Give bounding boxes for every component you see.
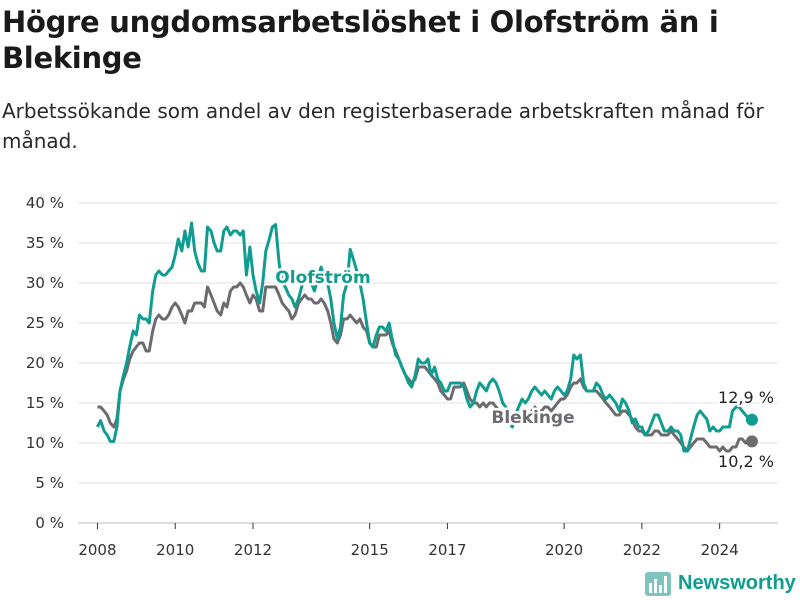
page-title: Högre ungdomsarbetslöshet i Olofström än… (2, 5, 719, 75)
y-tick-label: 5 % (35, 474, 64, 492)
end-value-label: 10,2 % (718, 452, 774, 471)
y-tick-label: 30 % (26, 274, 64, 292)
x-tick-label: 2015 (351, 541, 389, 559)
end-value-label: 12,9 % (718, 388, 774, 407)
y-axis: 0 % 5 % 10 % 15 % 20 % 25 % 30 % 35 % 40 % (26, 194, 64, 532)
x-tick-label: 2020 (545, 541, 583, 559)
series-line-blekinge (97, 281, 753, 453)
newsworthy-bar-logo-icon (645, 572, 671, 596)
y-tick-label: 15 % (26, 394, 64, 412)
page-subtitle: Arbetssökande som andel av den registerb… (2, 99, 764, 153)
x-tick-label: 2010 (156, 541, 194, 559)
x-tick-label: 2024 (701, 541, 739, 559)
x-tick-label: 2012 (234, 541, 272, 559)
x-axis: 2008 2010 2012 2015 2017 2020 2022 2024 (78, 523, 739, 559)
y-tick-label: 40 % (26, 194, 64, 212)
brand-name: Newsworthy (678, 571, 796, 594)
series-labels: Olofström Blekinge 12,9 % 10,2 % (273, 266, 776, 474)
y-tick-label: 0 % (35, 514, 64, 532)
y-tick-label: 10 % (26, 434, 64, 452)
y-tick-label: 25 % (26, 314, 64, 332)
series-name-label: Blekinge (491, 408, 574, 428)
series-group (96, 221, 758, 453)
end-point-blekinge (745, 435, 758, 448)
x-tick-label: 2022 (623, 541, 661, 559)
x-tick-label: 2017 (428, 541, 466, 559)
x-tick-label: 2008 (78, 541, 116, 559)
y-tick-label: 35 % (26, 234, 64, 252)
end-point-olofstrom (745, 413, 758, 426)
newsworthy-brand[interactable]: Newsworthy (645, 569, 796, 597)
series-name-label: Olofström (275, 268, 370, 288)
series-line-olofstrom (96, 221, 753, 453)
y-tick-label: 20 % (26, 354, 64, 372)
